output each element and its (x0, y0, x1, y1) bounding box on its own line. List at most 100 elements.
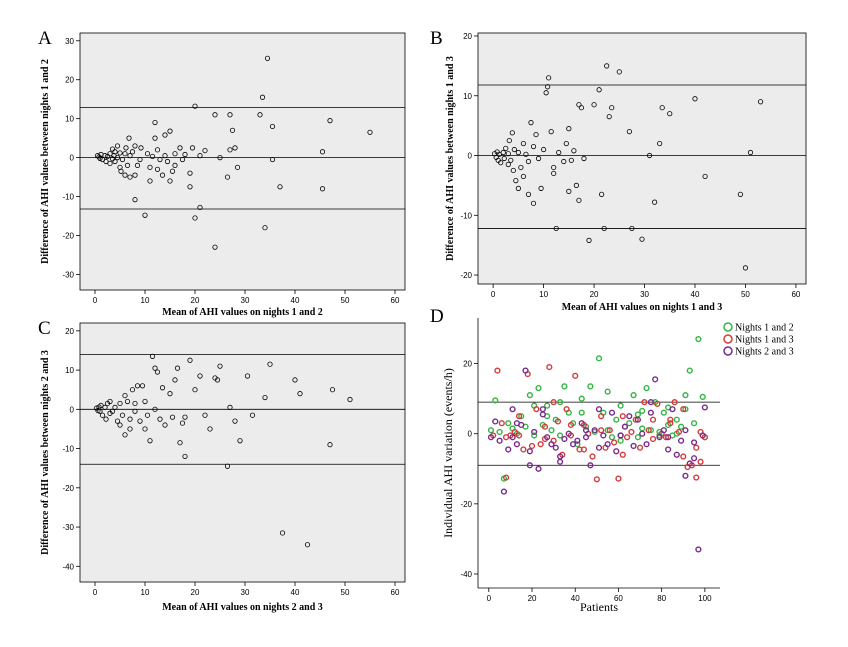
data-point-series-3 (678, 437, 685, 444)
data-point-series-1 (578, 409, 585, 416)
x-tick-label: 30 (640, 290, 649, 299)
data-point (540, 146, 547, 153)
data-point (525, 158, 532, 165)
data-point-series-3 (699, 432, 706, 439)
data-point-series-2 (533, 406, 540, 413)
data-point-series-2 (515, 432, 523, 439)
data-point (509, 130, 515, 136)
data-point-series-2 (598, 413, 605, 420)
y-tick-label: -20 (62, 231, 74, 240)
data-point-series-3 (518, 421, 525, 429)
data-point (112, 158, 118, 165)
data-point-series-3 (587, 462, 594, 469)
y-axis-label: Difference of AHI values between nights … (40, 350, 51, 555)
data-point-series-3 (626, 413, 633, 420)
data-point (599, 191, 605, 197)
data-point-series-1 (595, 355, 603, 362)
data-point (551, 170, 557, 177)
data-point (217, 155, 223, 161)
data-point (515, 149, 521, 156)
y-tick-label: 0 (468, 152, 473, 161)
data-point (137, 156, 143, 163)
data-point (129, 387, 136, 393)
data-point (127, 153, 133, 159)
data-point-series-1 (604, 388, 611, 395)
data-point-series-1 (673, 416, 680, 423)
x-tick-label: 20 (528, 594, 537, 603)
data-point (737, 191, 744, 197)
data-point-series-2 (515, 413, 523, 420)
data-point (124, 162, 131, 168)
y-tick-label: 20 (65, 76, 74, 85)
data-point (149, 153, 156, 160)
data-point-series-2 (628, 428, 635, 436)
data-point-series-1 (578, 395, 585, 402)
data-point (132, 197, 138, 203)
data-point (573, 182, 580, 188)
data-point (114, 155, 121, 161)
data-point (127, 174, 133, 180)
x-tick-label: 20 (191, 588, 200, 597)
data-point (224, 463, 231, 469)
data-point-series-3 (535, 465, 542, 472)
data-point (127, 426, 133, 432)
data-point (518, 164, 524, 171)
data-point-series-2 (611, 439, 618, 446)
data-point-series-1 (487, 427, 495, 434)
data-point (167, 391, 173, 397)
data-point (179, 156, 186, 163)
data-point-series-1 (678, 423, 685, 430)
data-point (202, 412, 208, 418)
data-point (167, 178, 173, 184)
data-point (107, 160, 113, 167)
legend-label: Nights 1 and 3 (735, 335, 794, 346)
data-point-series-1 (617, 402, 624, 409)
panel-c: 0 10 20 30 40 50 60 20 10 0 -10 -20 -30 -40 Mean of AH… (40, 322, 406, 613)
x-tick-label: 50 (741, 290, 750, 299)
data-point (152, 119, 158, 126)
data-point (97, 408, 103, 414)
x-tick-label: 0 (93, 588, 98, 597)
y-axis-label: Individual AHI variation (events/h) (441, 368, 455, 538)
data-point-series-3 (509, 434, 516, 441)
data-point-series-2 (675, 428, 683, 436)
data-point (172, 151, 178, 157)
data-point (192, 387, 198, 393)
data-point (152, 135, 158, 141)
data-point-series-2 (520, 446, 527, 453)
data-point (102, 404, 108, 410)
data-point (132, 143, 138, 149)
data-point (329, 387, 336, 393)
data-point-series-3 (591, 427, 598, 434)
data-point (177, 440, 183, 446)
legend-marker (723, 322, 733, 332)
panel-letter-c: C (38, 318, 51, 339)
data-point (162, 153, 168, 159)
data-point-series-1 (496, 428, 503, 436)
data-point-series-1 (526, 392, 533, 399)
data-point (177, 145, 183, 151)
y-tick-label: 10 (65, 366, 74, 375)
data-point (545, 84, 551, 90)
data-point (262, 394, 268, 401)
data-point (626, 129, 632, 135)
x-tick-label: 0 (491, 290, 496, 299)
data-point-series-1 (634, 434, 641, 441)
data-point (212, 112, 218, 118)
data-point (137, 418, 143, 424)
data-point (103, 158, 109, 165)
data-point (535, 155, 542, 162)
data-point-series-3 (656, 434, 663, 441)
x-tick-label: 10 (539, 290, 548, 299)
data-point (508, 157, 514, 163)
data-point-series-1 (492, 397, 499, 404)
data-point (142, 426, 148, 432)
data-point-series-1 (557, 399, 564, 406)
data-point-series-3 (539, 406, 546, 413)
data-point (122, 172, 128, 178)
data-point (528, 120, 534, 126)
data-point-series-1 (682, 406, 689, 413)
data-point (182, 414, 188, 420)
data-point-series-1 (647, 427, 654, 434)
x-tick-label: 60 (391, 296, 400, 305)
